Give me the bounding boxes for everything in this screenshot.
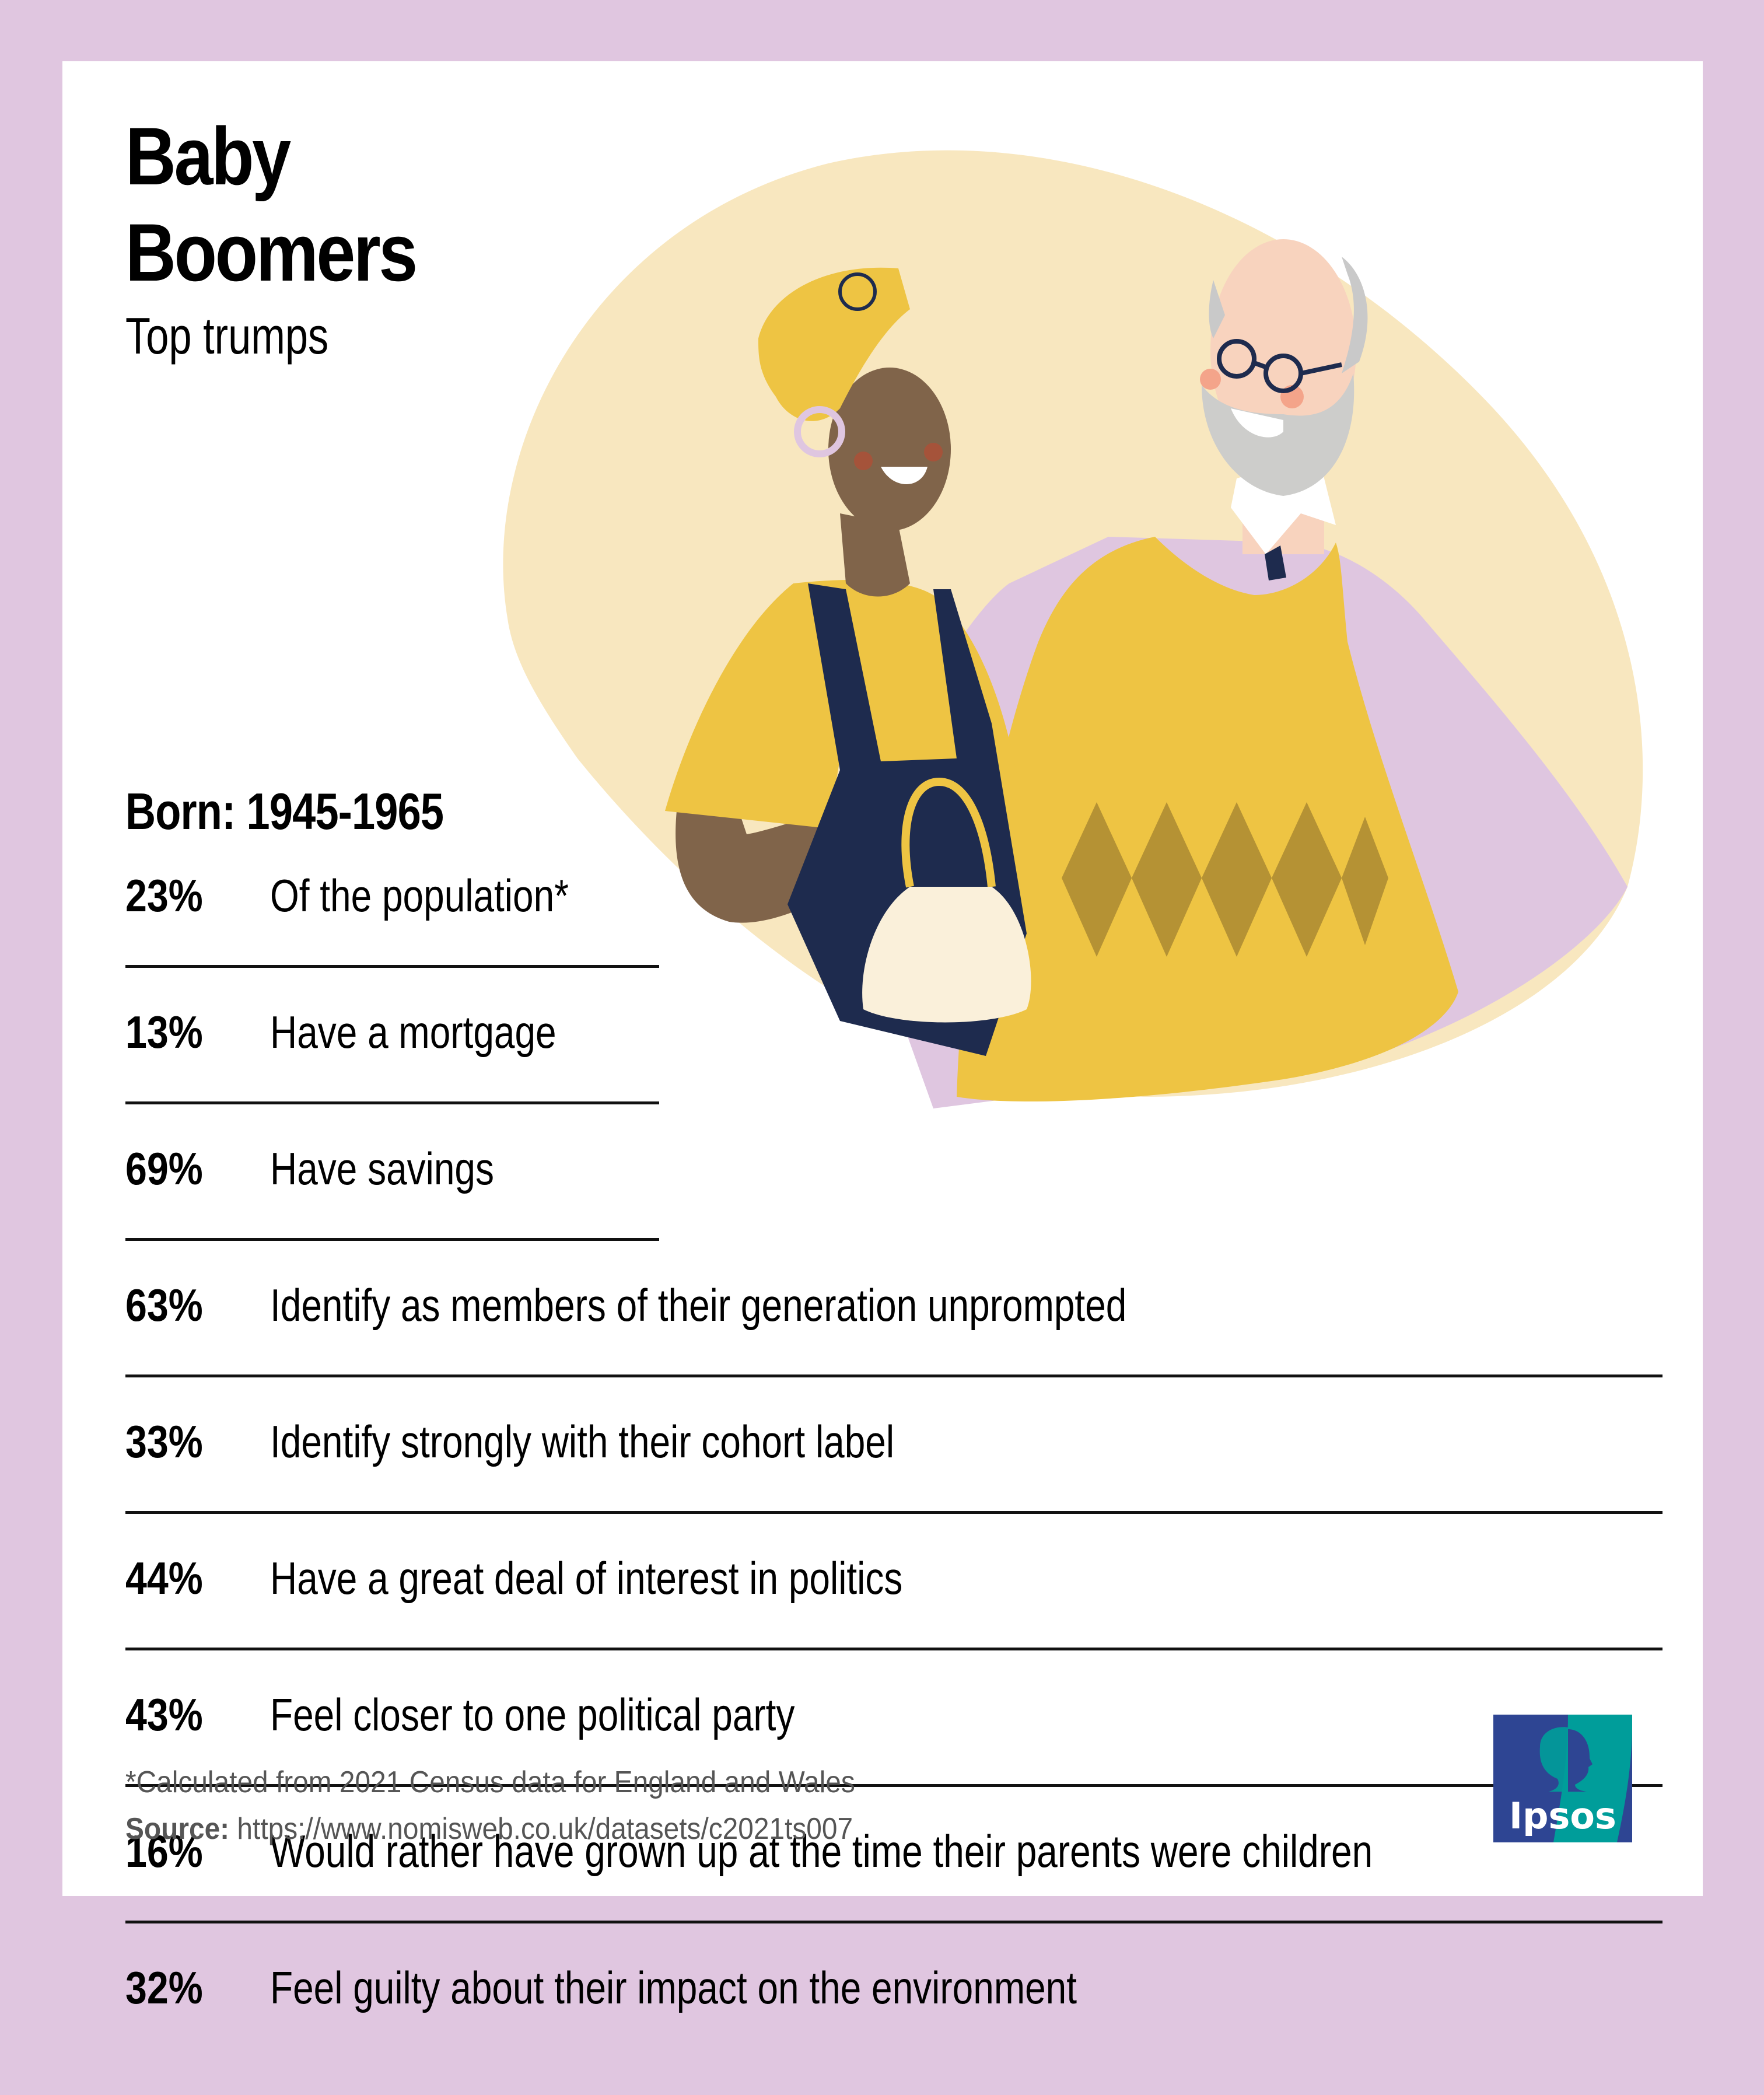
stat-value: 43% <box>125 1689 203 1740</box>
stat-row: 69% Have savings <box>125 1142 659 1241</box>
stat-label: Feel guilty about their impact on the en… <box>270 1962 1077 2013</box>
source-url[interactable]: https://www.nomisweb.co.uk/datasets/c202… <box>237 1812 853 1846</box>
stat-value: 13% <box>125 1006 203 1058</box>
logo-text: Ipsos <box>1509 1795 1616 1837</box>
stat-label: Identify as members of their generation … <box>270 1279 1127 1331</box>
title-line-1: Baby <box>125 110 291 202</box>
stats-list: 23% Of the population* 13% Have a mortga… <box>125 869 1662 2095</box>
stat-value: 63% <box>125 1279 203 1331</box>
stat-value: 23% <box>125 870 203 921</box>
title-line-2: Boomers <box>125 207 418 298</box>
stat-label: Identify strongly with their cohort labe… <box>270 1416 895 1467</box>
stat-value: 69% <box>125 1143 203 1194</box>
source-line: Source: https://www.nomisweb.co.uk/datas… <box>125 1811 853 1846</box>
stat-value: 44% <box>125 1552 203 1604</box>
page-title: Baby Boomers <box>125 108 418 300</box>
born-years: Born: 1945-1965 <box>125 782 444 840</box>
stat-value: 33% <box>125 1416 203 1467</box>
stat-row: 32% Feel guilty about their impact on th… <box>125 1961 1662 2057</box>
stat-label: Feel closer to one political party <box>270 1689 795 1740</box>
stat-row: 44% Have a great deal of interest in pol… <box>125 1552 1662 1650</box>
footnote: *Calculated from 2021 Census data for En… <box>125 1765 855 1799</box>
stat-row: 16% Would rather have grown up at the ti… <box>125 1825 1662 1923</box>
source-label: Source: <box>125 1812 230 1846</box>
stat-row: 13% Have a mortgage <box>125 1006 659 1104</box>
stat-value: 16% <box>125 1825 203 1877</box>
stat-row: 33% Identify strongly with their cohort … <box>125 1415 1662 1514</box>
stat-label: Have a great deal of interest in politic… <box>270 1552 903 1604</box>
stat-value: 32% <box>125 1962 203 2013</box>
stat-row: 43% Feel closer to one political party <box>125 1688 1662 1787</box>
stat-row: 23% Of the population* <box>125 869 659 968</box>
ipsos-logo: Ipsos <box>1493 1715 1632 1842</box>
subtitle: Top trumps <box>125 307 329 365</box>
stat-row: 63% Identify as members of their generat… <box>125 1279 1662 1377</box>
stat-label: Of the population* <box>270 870 569 921</box>
stat-label: Have a mortgage <box>270 1006 556 1058</box>
stat-label: Have savings <box>270 1143 494 1194</box>
stat-label: Would rather have grown up at the time t… <box>270 1825 1373 1877</box>
